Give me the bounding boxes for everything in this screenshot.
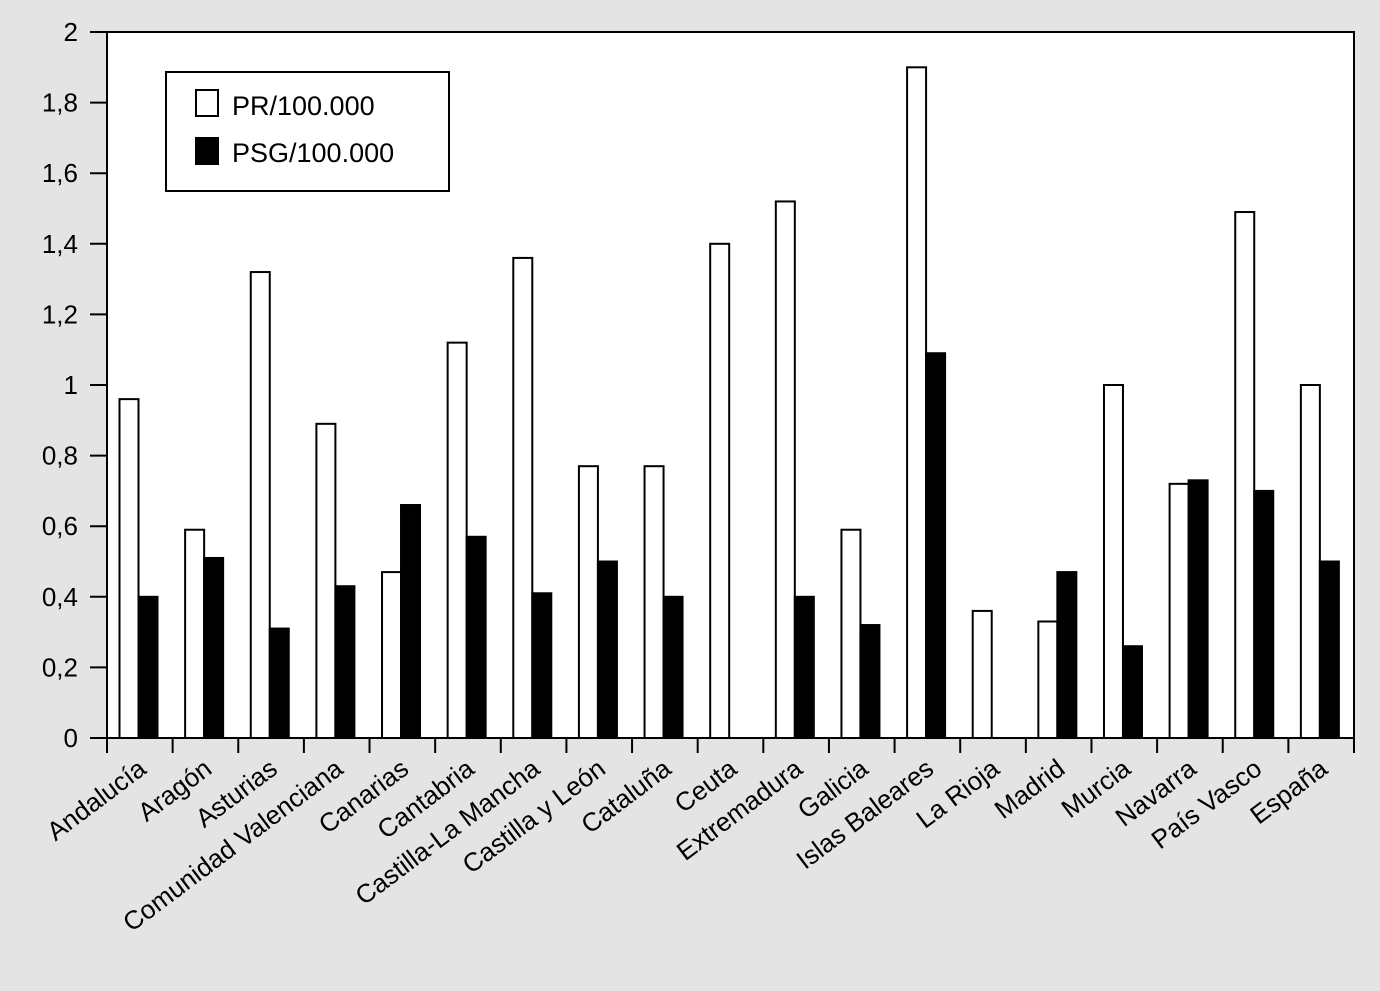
bar-pr	[512, 256, 534, 739]
bar-pr	[971, 609, 993, 739]
legend-swatch-pr	[195, 89, 219, 117]
bar-psg	[1121, 645, 1143, 739]
x-category-label: Andalucía	[41, 753, 152, 847]
bar-pr	[906, 66, 928, 740]
bar-pr	[381, 571, 403, 740]
bar-pr	[249, 271, 271, 739]
bar-psg	[1253, 489, 1275, 739]
bar-psg	[1187, 479, 1209, 739]
x-category-label: Madrid	[989, 753, 1071, 825]
bar-psg	[662, 595, 684, 739]
y-tick-label: 2	[64, 17, 78, 47]
bar-psg	[925, 352, 947, 739]
y-tick-label: 0,8	[42, 441, 78, 471]
bar-psg	[465, 535, 487, 739]
bar-psg	[793, 595, 815, 739]
bar-pr	[577, 465, 599, 739]
bar-pr	[446, 341, 468, 739]
bar-pr	[840, 528, 862, 739]
bar-psg	[203, 556, 225, 739]
bar-psg	[334, 585, 356, 740]
legend-swatch-psg	[195, 137, 219, 165]
bars-layer	[118, 66, 1340, 740]
y-tick-label: 0,4	[42, 582, 78, 612]
y-tick-label: 1,6	[42, 158, 78, 188]
bar-pr	[315, 422, 337, 739]
bar-psg	[1318, 560, 1340, 739]
bar-pr	[774, 200, 796, 739]
bar-pr	[118, 398, 140, 739]
y-tick-label: 0	[64, 723, 78, 753]
bar-psg	[137, 595, 159, 739]
bar-psg	[400, 504, 422, 739]
x-category-label: España	[1244, 753, 1333, 830]
bar-psg	[1056, 571, 1078, 740]
bar-pr	[1234, 211, 1256, 739]
bar-pr	[643, 465, 665, 739]
bar-psg	[268, 627, 290, 740]
bar-psg	[596, 560, 618, 739]
bar-pr	[1037, 620, 1059, 740]
legend-label-psg: PSG/100.000	[232, 138, 394, 168]
bar-psg	[859, 624, 881, 739]
bar-pr	[1168, 482, 1190, 739]
bar-pr	[1299, 384, 1321, 739]
y-tick-label: 1,2	[42, 299, 78, 329]
legend: PR/100.000 PSG/100.000	[165, 71, 450, 192]
legend-label-pr: PR/100.000	[232, 91, 375, 121]
bar-pr	[184, 528, 206, 739]
y-tick-label: 0,6	[42, 511, 78, 541]
bar-psg	[531, 592, 553, 740]
bar-pr	[1102, 384, 1124, 739]
y-tick-label: 1,8	[42, 88, 78, 118]
y-tick-label: 1	[64, 370, 78, 400]
y-tick-label: 1,4	[42, 229, 78, 259]
bar-pr	[709, 242, 731, 740]
y-tick-label: 0,2	[42, 652, 78, 682]
